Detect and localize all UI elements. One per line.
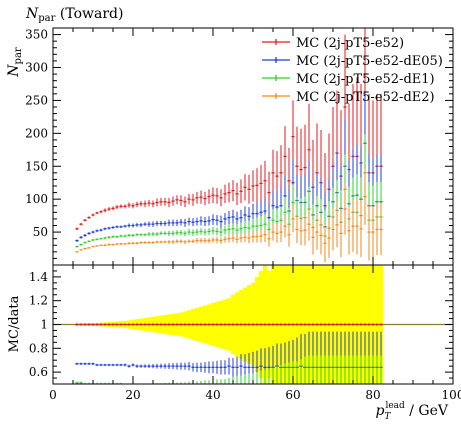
x-tick-label: 60 [285, 388, 300, 402]
x-axis-label: pTlead / GeV [375, 401, 448, 422]
legend-entry: MC (2j-pT5-e52-dE05) [262, 54, 443, 69]
legend-label: MC (2j-pT5-e52) [296, 36, 404, 51]
y-tick-label: 200 [25, 126, 48, 140]
legend-label: MC (2j-pT5-e52-dE2) [296, 90, 435, 105]
y-tick-label: 150 [25, 159, 48, 173]
legend-label: MC (2j-pT5-e52-dE05) [296, 54, 443, 69]
legend-label: MC (2j-pT5-e52-dE1) [296, 72, 435, 87]
ratio-y-tick-label: 1.4 [29, 270, 48, 284]
x-tick-label: 40 [205, 388, 220, 402]
y-tick-label: 350 [25, 28, 48, 42]
x-tick-label: 0 [49, 388, 57, 402]
x-tick-label: 80 [365, 388, 380, 402]
ratio-y-axis-label: MC/data [7, 295, 22, 352]
ratio-y-tick-label: 1 [40, 318, 48, 332]
chart-title: Npar (Toward) [25, 6, 123, 24]
x-tick-label: 20 [125, 388, 140, 402]
legend-entry: MC (2j-pT5-e52-dE1) [262, 72, 435, 87]
legend-entry: MC (2j-pT5-e52-dE2) [262, 90, 435, 105]
y-axis-label: Npar [6, 47, 24, 78]
y-tick-label: 100 [25, 192, 48, 206]
ratio-y-tick-label: 0.6 [29, 365, 48, 379]
y-tick-label: 300 [25, 61, 48, 75]
y-tick-label: 50 [33, 225, 48, 239]
legend-entry: MC (2j-pT5-e52) [262, 36, 404, 51]
ratio-y-tick-label: 1.2 [29, 294, 48, 308]
y-tick-label: 250 [25, 93, 48, 107]
legend: MC (2j-pT5-e52) MC (2j-pT5-e52-dE05) MC (2… [262, 36, 443, 105]
x-tick-label: 100 [442, 388, 461, 402]
ratio-y-tick-label: 0.8 [29, 341, 48, 355]
